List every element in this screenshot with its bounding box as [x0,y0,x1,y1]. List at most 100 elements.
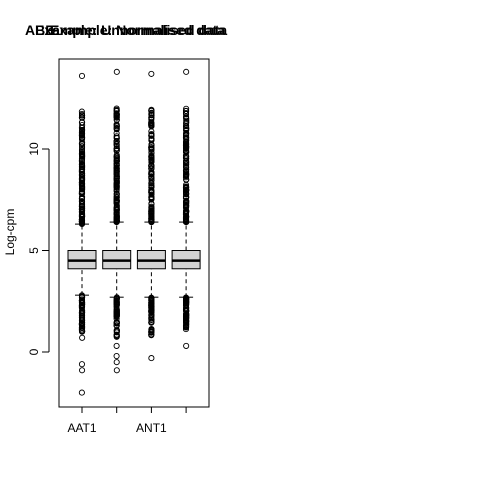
outlier-high-1-139 [113,198,120,206]
outlier-high-0-130 [79,182,86,189]
outlier-low-0-58 [78,322,85,329]
outlier-low-extra-1-2 [113,359,120,366]
outlier-high-0-110 [79,134,86,142]
outlier-low-1-32 [113,302,120,309]
outlier-low-2-39 [148,326,155,333]
outlier-high-3-133 [183,176,190,183]
outlier-high-2-132 [148,218,155,225]
outlier-high-2-134 [148,165,155,172]
outlier-high-1-119 [113,207,120,214]
outlier-high-1-36 [113,130,120,137]
outlier-high-0-104 [79,220,86,227]
box-group-0 [67,72,97,396]
outlier-high-1-138 [113,113,120,120]
outlier-low-extra-0-3 [78,389,85,396]
outlier-high-0-124 [78,179,85,186]
outlier-high-2-137 [148,156,155,163]
outlier-high-extra-1-0 [113,68,120,75]
y-axis-label: Log-cpm [3,209,17,256]
outlier-high-0-132 [78,127,86,134]
outlier-low-extra-1-1 [113,353,120,360]
box-group-1 [102,68,132,374]
outlier-high-1-85 [113,125,120,132]
outlier-high-3-124 [182,144,190,151]
outlier-low-extra-0-0 [79,334,86,341]
y-tick-label-0: 0 [27,348,41,355]
outlier-high-2-128 [148,187,155,194]
outlier-low-2-51 [148,299,155,306]
outlier-high-3-129 [183,190,190,197]
outlier-low-extra-1-3 [113,367,120,374]
outlier-high-0-122 [79,172,86,179]
box-group-2 [136,70,166,362]
outlier-high-0-109 [79,143,86,150]
outlier-high-3-52 [182,141,190,148]
outlier-high-2-126 [148,112,155,119]
outlier-high-3-121 [183,170,190,177]
outlier-high-2-79 [148,114,155,121]
outlier-low-3-57 [183,313,190,320]
x-tick-label-2: ANT1 [136,421,167,435]
outlier-low-0-51 [78,320,85,327]
outlier-high-3-112 [183,187,190,194]
y-tick-label-1: 5 [27,247,41,254]
outlier-low-1-58 [113,312,120,319]
outlier-high-1-127 [113,138,120,145]
outlier-low-1-57 [113,299,120,306]
outlier-high-1-98 [113,123,120,130]
outlier-low-1-44 [113,333,120,340]
outlier-low-3-54 [183,297,190,304]
outlier-high-1-137 [113,151,120,159]
outlier-high-1-131 [113,211,120,218]
outlier-high-0-131 [78,198,86,205]
outlier-high-1-114 [113,105,120,112]
outlier-high-1-135 [113,183,120,190]
outlier-high-3-137 [183,158,190,165]
outlier-high-1-130 [113,194,120,201]
outlier-high-2-139 [148,205,155,212]
outlier-high-2-113 [148,150,155,157]
outlier-high-2-138 [148,122,155,129]
outlier-high-3-81 [182,154,190,161]
outlier-high-2-133 [148,183,155,190]
outlier-low-2-57 [148,328,155,335]
outlier-high-3-122 [183,111,190,118]
outlier-high-0-112 [79,166,86,173]
outlier-low-3-52 [183,317,190,324]
outlier-high-1-111 [113,141,120,148]
outlier-low-0-55 [78,309,85,316]
boxes [67,68,201,396]
outlier-high-2-135 [148,173,155,181]
outlier-high-2-129 [148,195,155,202]
outlier-high-0-88 [78,163,85,170]
outlier-low-0-45 [79,327,86,334]
y-tick-label-2: 10 [27,142,41,156]
outlier-high-2-99 [148,153,155,160]
outlier-low-2-56 [148,318,155,325]
x-tick-label-0: AAT1 [67,421,96,435]
outlier-low-3-44 [183,304,190,311]
outlier-low-extra-2-0 [148,355,155,362]
outlier-high-3-135 [183,161,190,168]
outlier-high-2-108 [148,209,155,216]
outlier-high-0-136 [78,203,85,210]
outlier-high-1-102 [113,145,120,152]
outlier-high-1-125 [113,217,120,224]
outlier-high-0-126 [78,214,86,221]
outlier-high-3-119 [183,148,190,156]
outlier-low-0-59 [78,311,86,318]
outlier-high-0-139 [78,194,86,201]
outlier-low-2-42 [148,295,155,302]
outlier-high-2-127 [148,131,155,139]
outlier-high-2-101 [148,119,155,126]
box-group-3 [171,68,201,349]
x-axis: AAT1 ANT1 [67,406,187,435]
outlier-high-3-103 [182,123,190,130]
outlier-high-1-117 [113,153,120,160]
outlier-high-0-93 [79,144,86,151]
outlier-high-3-138 [183,125,190,132]
outlier-low-1-52 [113,318,120,326]
y-axis: 0 5 10 [27,142,50,355]
outlier-high-0-137 [79,152,86,159]
